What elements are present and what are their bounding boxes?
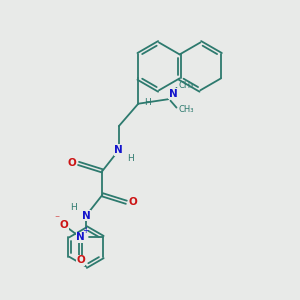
Text: H: H bbox=[127, 154, 134, 164]
Text: ⁻: ⁻ bbox=[54, 214, 59, 224]
Text: +: + bbox=[82, 226, 88, 235]
Text: O: O bbox=[60, 220, 68, 230]
Text: CH₃: CH₃ bbox=[178, 105, 194, 114]
Text: N: N bbox=[82, 211, 90, 221]
Text: O: O bbox=[68, 158, 76, 168]
Text: N: N bbox=[115, 145, 123, 155]
Text: N: N bbox=[169, 88, 178, 99]
Text: O: O bbox=[76, 255, 85, 265]
Text: N: N bbox=[76, 232, 85, 242]
Text: H: H bbox=[70, 203, 77, 212]
Text: O: O bbox=[129, 197, 137, 207]
Text: CH₃: CH₃ bbox=[178, 81, 194, 90]
Text: H: H bbox=[144, 98, 150, 107]
